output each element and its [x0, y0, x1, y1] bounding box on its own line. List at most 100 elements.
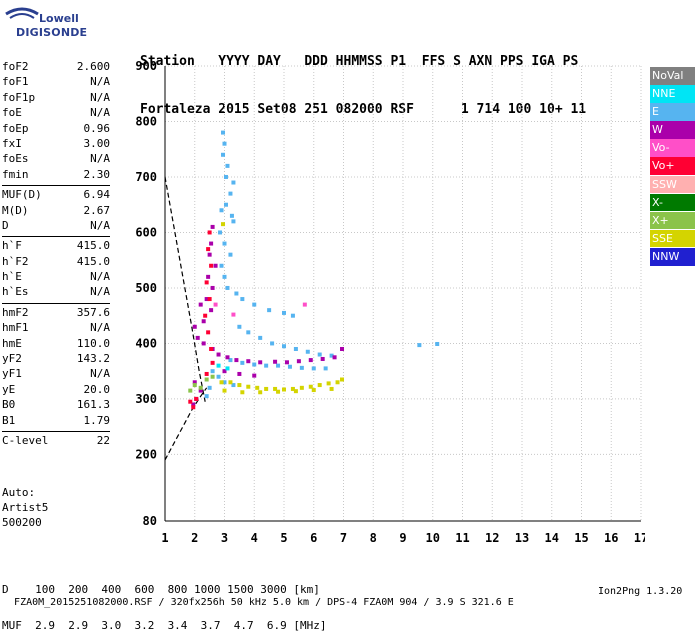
data-point: [417, 343, 422, 348]
legend-item-x-: X-: [650, 193, 695, 212]
param-group-critical-frequencies: foF2 2.600 foF1 N/A foF1p N/A foE N/A foEp 0.96 fx…: [2, 60, 110, 183]
param-row-h-e: h`E N/A: [2, 270, 110, 285]
series-x-: [188, 374, 215, 393]
y-tick-label: 700: [135, 170, 157, 184]
data-point: [311, 366, 316, 371]
data-point: [231, 219, 236, 224]
data-point: [204, 371, 209, 376]
data-point: [258, 335, 263, 340]
series-e: [204, 130, 440, 399]
data-point: [329, 386, 334, 391]
param-separator: [2, 430, 110, 432]
param-label: h`Es: [2, 285, 29, 299]
data-point: [258, 360, 263, 365]
param-value: N/A: [90, 321, 110, 335]
param-row-yf1: yF1 N/A: [2, 367, 110, 382]
data-point: [206, 330, 211, 335]
data-point: [258, 390, 263, 395]
legend-item-sse: SSE: [650, 229, 695, 248]
data-point: [228, 252, 233, 257]
legend-item-x-: X+: [650, 211, 695, 230]
param-row-ye: yE 20.0: [2, 383, 110, 398]
data-point: [231, 383, 236, 388]
param-row-muf-d-: MUF(D) 6.94: [2, 188, 110, 203]
param-label: yE: [2, 382, 16, 396]
data-point: [210, 369, 215, 374]
data-point: [252, 302, 257, 307]
param-label: foEp: [2, 121, 29, 135]
x-tick-label: 7: [340, 531, 347, 545]
x-tick-label: 4: [251, 531, 258, 545]
data-point: [188, 399, 193, 404]
lowell-digisonde-logo: Lowell DIGISONDE: [2, 2, 87, 48]
data-point: [223, 202, 228, 207]
data-point: [218, 230, 223, 235]
data-point: [237, 383, 242, 388]
param-label: h`F2: [2, 254, 29, 268]
data-point: [216, 363, 221, 368]
muf-curves: [164, 176, 208, 461]
data-point: [290, 313, 295, 318]
param-row-hmf1: hmF1 N/A: [2, 321, 110, 336]
param-label: yF1: [2, 367, 22, 381]
data-point: [320, 356, 325, 361]
legend-item-vo-: Vo+: [650, 157, 695, 176]
legend-item-vo-: Vo-: [650, 139, 695, 157]
data-point: [252, 373, 257, 378]
data-point: [198, 302, 203, 307]
data-point: [225, 366, 230, 371]
station-header-line2: Fortaleza 2015 Set08 251 082000 RSF 1 71…: [140, 102, 587, 117]
param-value: N/A: [90, 367, 110, 381]
param-row-b0: B0 161.3: [2, 398, 110, 413]
param-row-c-level: C-level 22: [2, 434, 110, 449]
param-label: foEs: [2, 152, 29, 166]
data-point: [204, 280, 209, 285]
param-group-profile: hmF2 357.6 hmF1 N/A hmE 110.0 yF2 143.2 yF1 N/A yE…: [2, 306, 110, 429]
data-point: [326, 381, 331, 386]
param-value: 2.600: [76, 60, 110, 73]
param-label: B1: [2, 413, 16, 427]
param-label: D: [2, 218, 9, 232]
x-tick-label: 8: [370, 531, 377, 545]
footer-version: Ion2Png 1.3.20: [598, 586, 683, 597]
param-value: N/A: [90, 218, 110, 232]
data-point: [287, 364, 292, 369]
data-point: [191, 402, 196, 407]
y-tick-label: 80: [143, 514, 157, 528]
param-row-h-f2: h`F2 415.0: [2, 255, 110, 270]
data-point: [264, 386, 269, 391]
data-point: [210, 360, 215, 365]
data-point: [225, 163, 230, 168]
data-point: [246, 359, 251, 364]
data-point: [267, 308, 272, 313]
param-separator: [2, 185, 110, 187]
param-label: yF2: [2, 352, 22, 366]
x-tick-label: 1: [161, 531, 168, 545]
x-tick-label: 6: [310, 531, 317, 545]
param-row-yf2: yF2 143.2: [2, 352, 110, 367]
data-point: [308, 384, 313, 389]
data-point: [237, 371, 242, 376]
data-point: [231, 312, 236, 317]
data-point: [435, 341, 440, 346]
data-point: [282, 344, 286, 349]
series-sse: [219, 222, 345, 395]
param-row-foe: foE N/A: [2, 106, 110, 121]
data-point: [223, 174, 228, 179]
y-tick-label: 500: [135, 281, 157, 295]
data-point: [209, 241, 214, 246]
data-point: [276, 363, 281, 368]
autoscaling-info: Auto: Artist5 500200: [2, 485, 48, 530]
param-label: hmF2: [2, 305, 29, 319]
param-value: 161.3: [76, 398, 110, 412]
data-point: [201, 319, 206, 324]
data-point: [340, 346, 345, 351]
param-value: 3.00: [83, 136, 111, 150]
data-point: [216, 352, 221, 357]
param-row-b1: B1 1.79: [2, 414, 110, 429]
scaled-parameters-panel: foF2 2.600 foF1 N/A foF1p N/A foE N/A foEp 0.96 fx…: [2, 60, 110, 449]
param-label: fmin: [2, 167, 29, 181]
param-separator: [2, 302, 110, 304]
param-row-fmin: fmin 2.30: [2, 168, 110, 183]
logo-swoosh-icon: [5, 7, 39, 19]
